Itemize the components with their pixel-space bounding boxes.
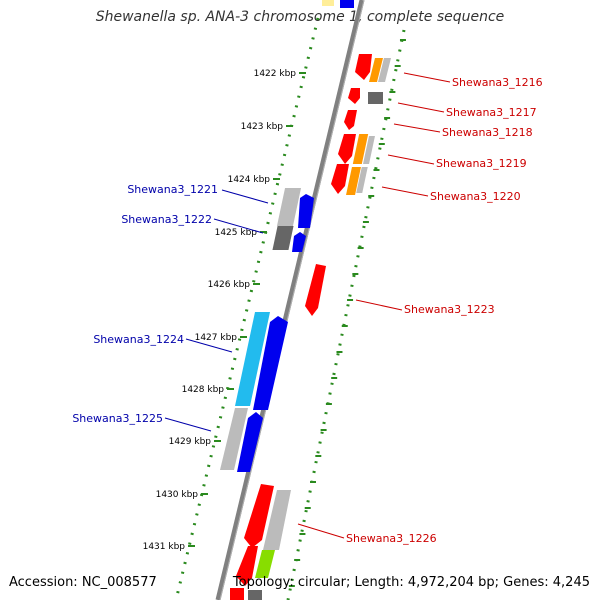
gene-label-leader [213, 218, 264, 234]
outer-ring-dotted-line [286, 29, 406, 600]
gene-feature-1224a [235, 312, 270, 406]
gene-feature-1218 [344, 110, 357, 130]
gene-feature-1222a [272, 226, 294, 250]
gene-feature-bottom-red [230, 588, 244, 600]
kbp-tick-label: 1427 kbp [195, 333, 238, 343]
gene-feature-1219b [352, 134, 369, 164]
gene-label-leader [381, 186, 429, 197]
kbp-tick-label: 1429 kbp [169, 437, 212, 447]
gene-label: Shewana3_1224 [93, 333, 184, 346]
gene-label: Shewana3_1220 [430, 190, 521, 203]
kbp-tick-label: 1425 kbp [215, 228, 258, 238]
gene-label-leader [387, 154, 435, 165]
gene-feature-1221a [276, 188, 302, 226]
gene-feature-1226a [244, 484, 274, 548]
gene-label-leader [403, 72, 451, 83]
gene-feature-1219c [363, 136, 375, 164]
gene-feature-1216a [355, 54, 372, 80]
gene-label-leader [185, 338, 233, 353]
gene-label: Shewana3_1217 [446, 106, 537, 119]
gene-feature-1217a [348, 88, 360, 104]
gene-feature-1220b [346, 167, 361, 195]
gene-feature-1223 [305, 264, 326, 316]
inner-ring-dotted-line [174, 17, 320, 600]
kbp-tick-label: 1428 kbp [182, 385, 225, 395]
gene-feature-1226b [263, 490, 291, 550]
gene-feature-1217b [368, 92, 383, 104]
kbp-tick-label: 1423 kbp [241, 122, 284, 132]
gene-feature-1227b [255, 550, 275, 578]
gene-labels: Shewana3_1216 Shewana3_1217 Shewana3_1218 S… [72, 72, 543, 545]
map-title: Shewanella sp. ANA-3 chromosome 1, compl… [95, 9, 505, 25]
genome-backbone [215, 0, 365, 600]
gene-label: Shewana3_1225 [72, 412, 163, 425]
gene-label: Shewana3_1221 [127, 183, 218, 196]
gene-label-leader [397, 102, 445, 113]
gene-feature-1216c [378, 58, 391, 82]
gene-label-leader [355, 299, 403, 311]
gene-label: Shewana3_1216 [452, 76, 543, 89]
gene-feature-1225b [237, 412, 263, 472]
gene-label: Shewana3_1226 [346, 532, 437, 545]
gene-feature-1216b [369, 58, 383, 82]
gene-label-leader [164, 417, 212, 432]
gene-feature-1222b [292, 232, 306, 252]
kbp-tick-label: 1426 kbp [208, 280, 251, 290]
gene-feature-1227a [236, 546, 258, 586]
gene-label-leader [221, 189, 269, 204]
gene-label: Shewana3_1219 [436, 157, 527, 170]
gene-label: Shewana3_1218 [442, 126, 533, 139]
kbp-tick-label: 1424 kbp [228, 175, 271, 185]
gene-partial-top-blue [340, 0, 354, 8]
gene-partial-top-yellow [322, 0, 334, 6]
ring-marks [288, 39, 406, 587]
gene-label: Shewana3_1223 [404, 303, 495, 316]
kbp-tick-label: 1431 kbp [143, 542, 186, 552]
gene-feature-1224b [253, 316, 288, 410]
gene-label: Shewana3_1222 [121, 213, 212, 226]
gene-feature-1221b [298, 194, 314, 228]
gene-feature-1225a [220, 408, 248, 470]
topology-label: Topology: circular; Length: 4,972,204 bp… [232, 575, 590, 590]
gene-feature-bottom-dark [248, 590, 262, 600]
genome-backbone-highlight [219, 0, 365, 600]
gene-feature-1219a [338, 134, 356, 164]
kbp-tick-label: 1422 kbp [254, 69, 297, 79]
gene-feature-1220c [356, 167, 368, 193]
gene-label-leader [393, 123, 441, 133]
accession-label: Accession: NC_008577 [9, 575, 157, 590]
gene-feature-1220a [331, 164, 349, 194]
kbp-tick-label: 1430 kbp [156, 490, 199, 500]
gene-label-leader [297, 523, 345, 539]
kbp-ticks: 1422 kbp 1423 kbp 1424 kbp 1425 kbp 1426 kbp… [143, 69, 306, 552]
